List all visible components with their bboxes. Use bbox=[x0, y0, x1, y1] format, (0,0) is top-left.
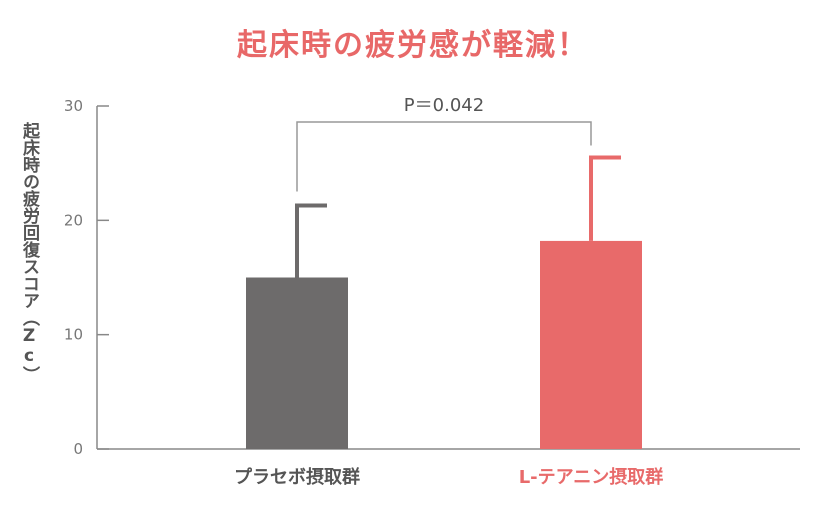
significance-bracket: P＝0.042 bbox=[296, 95, 592, 192]
y-ticks: 0 10 20 30 bbox=[64, 97, 109, 458]
significance-bracket-line bbox=[296, 121, 592, 192]
y-tick-label: 0 bbox=[73, 440, 83, 458]
bar bbox=[246, 277, 348, 449]
y-axis-label: 起床時の疲労回復スコア（Zc） bbox=[19, 122, 39, 383]
bars bbox=[246, 240, 642, 449]
x-tick-labels: プラセボ摂取群 L-テアニン摂取群 bbox=[234, 466, 663, 488]
x-tick-label: L-テアニン摂取群 bbox=[519, 466, 664, 488]
y-tick-label: 10 bbox=[64, 326, 83, 344]
axes bbox=[96, 106, 800, 450]
y-tick-label: 20 bbox=[64, 211, 83, 229]
bar bbox=[540, 240, 642, 449]
p-value-label: P＝0.042 bbox=[404, 95, 484, 116]
y-tick-label: 30 bbox=[64, 97, 83, 115]
chart-title: 起床時の疲労感が軽減！ bbox=[237, 28, 589, 63]
x-tick-label: プラセボ摂取群 bbox=[234, 466, 360, 488]
error-bars bbox=[295, 155, 621, 278]
